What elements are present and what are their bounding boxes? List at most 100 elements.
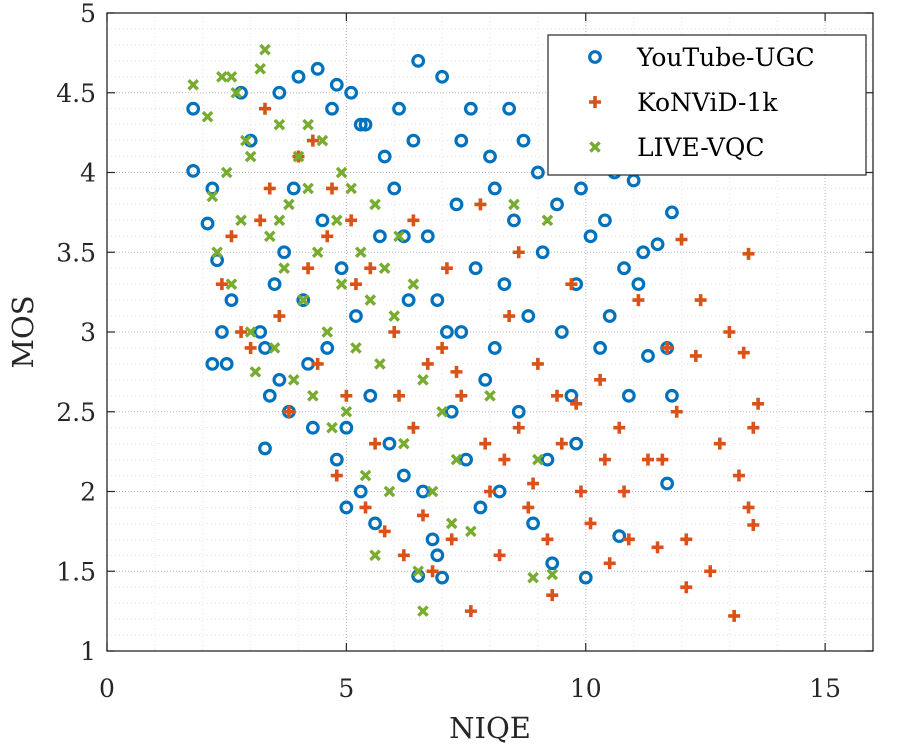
data-point (306, 134, 319, 147)
data-point (508, 198, 520, 211)
legend-label: LIVE-VQC (637, 133, 765, 162)
data-point (393, 389, 406, 402)
data-point (302, 118, 314, 131)
data-point (363, 388, 378, 403)
x-tick-label: 0 (99, 674, 115, 703)
data-point (315, 213, 330, 228)
data-point (430, 548, 445, 563)
data-point (263, 230, 276, 243)
data-point (570, 397, 583, 410)
data-point (435, 570, 450, 585)
data-point (444, 404, 459, 419)
data-point (473, 500, 488, 515)
data-point (493, 549, 506, 562)
data-point (583, 229, 598, 244)
data-point (354, 246, 367, 259)
data-point (258, 341, 272, 355)
data-point (321, 326, 334, 338)
data-point (747, 518, 760, 531)
data-point (450, 365, 463, 378)
data-point (283, 198, 295, 211)
data-point (339, 500, 354, 515)
data-point (259, 43, 271, 56)
y-tick-label: 3 (80, 318, 96, 347)
data-point (200, 216, 215, 231)
data-point (396, 468, 411, 483)
data-point (468, 261, 483, 276)
data-point (383, 485, 396, 498)
data-point (598, 213, 612, 228)
data-point (728, 609, 741, 622)
data-point (334, 261, 349, 276)
data-point (670, 405, 683, 418)
data-point (425, 532, 440, 547)
data-point (527, 571, 539, 584)
data-point (426, 485, 439, 498)
data-point (421, 357, 434, 370)
data-point (435, 69, 450, 84)
data-point (540, 452, 555, 467)
data-point (187, 78, 199, 91)
data-point (349, 309, 363, 323)
data-point (641, 349, 655, 363)
data-point (302, 182, 314, 195)
data-point (272, 372, 287, 387)
data-point (235, 326, 248, 338)
data-point (541, 533, 554, 546)
data-point (551, 389, 564, 402)
data-point (747, 421, 760, 434)
data-point (617, 261, 631, 276)
data-point (364, 262, 377, 275)
data-point (201, 110, 214, 123)
data-point (249, 366, 262, 378)
data-point (516, 133, 531, 148)
data-point (680, 581, 693, 594)
x-axis-label: NIQE (449, 711, 531, 745)
data-point (546, 568, 559, 581)
data-point (220, 166, 233, 179)
data-point (497, 277, 512, 292)
data-point (526, 516, 540, 531)
data-point (296, 293, 311, 308)
data-point (578, 570, 593, 585)
data-point (660, 476, 675, 491)
data-point (374, 358, 386, 370)
data-point (369, 549, 381, 562)
data-point (302, 262, 315, 275)
data-point (325, 101, 339, 116)
data-point (268, 342, 281, 354)
data-point (450, 453, 463, 466)
data-point (287, 374, 300, 386)
data-point (631, 277, 646, 292)
data-point (618, 485, 631, 498)
data-point (411, 53, 426, 68)
data-point (550, 197, 564, 212)
data-point (254, 214, 267, 227)
data-point (372, 229, 387, 244)
data-point (378, 262, 391, 275)
data-point (603, 557, 616, 570)
data-point (326, 421, 338, 434)
data-point (574, 485, 587, 498)
data-point (713, 437, 726, 450)
data-point (398, 437, 410, 450)
data-point (262, 388, 277, 403)
data-point (230, 86, 243, 99)
data-point (392, 101, 406, 116)
data-point (675, 233, 688, 246)
data-point (329, 452, 344, 467)
data-point (225, 70, 238, 83)
data-point (546, 589, 559, 602)
series-konvid-1k (215, 102, 765, 622)
data-point (278, 262, 290, 275)
data-point (359, 469, 372, 482)
legend-marker (589, 96, 601, 108)
data-point (235, 214, 247, 227)
data-point (636, 245, 651, 260)
x-tick-label: 10 (570, 674, 602, 703)
data-point (258, 441, 272, 456)
data-point (487, 341, 502, 355)
data-point (216, 70, 228, 83)
y-tick-label: 4 (80, 159, 96, 188)
y-tick-label: 4.5 (56, 79, 96, 108)
